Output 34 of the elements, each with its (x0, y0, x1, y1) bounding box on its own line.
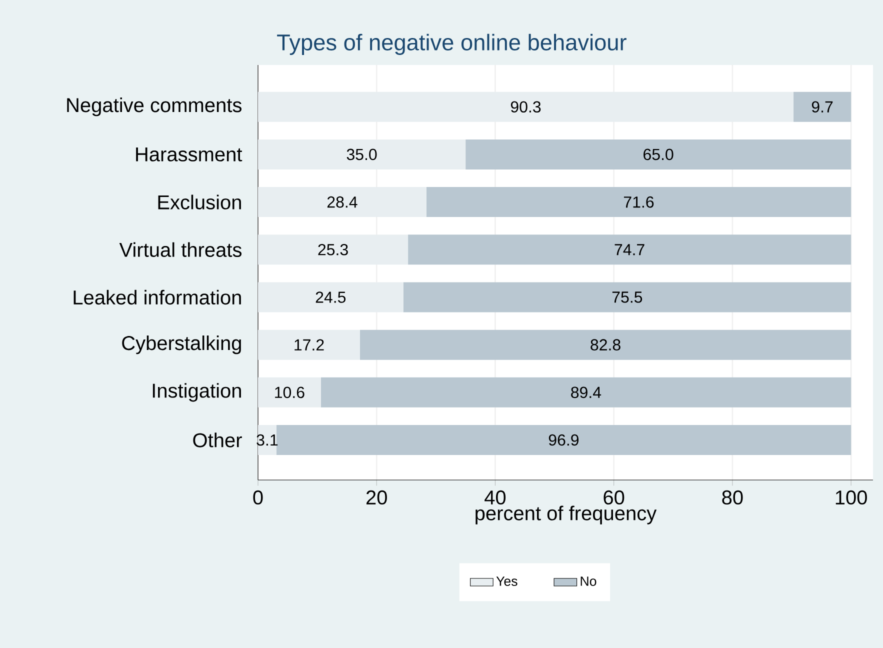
x-axis-title: percent of frequency (476, 506, 657, 524)
data-label: 28.4 (327, 196, 358, 208)
y-tick-label: Virtual threats (119, 242, 242, 257)
y-tick-label: Leaked information (74, 290, 241, 305)
x-tick-label: 80 (722, 490, 743, 505)
x-tick-label: 100 (836, 490, 867, 505)
data-label: 25.3 (318, 244, 348, 256)
data-label: 17.2 (294, 339, 324, 350)
y-tick-label: Harassment (136, 147, 242, 162)
data-label: 90.3 (510, 101, 541, 113)
data-label: 96.9 (548, 434, 579, 446)
data-label: 82.8 (590, 339, 620, 350)
data-label: 35.0 (346, 148, 377, 160)
y-tick-label: Instigation (152, 383, 241, 402)
data-label: 3.1 (256, 434, 278, 446)
y-tick-label: Cyberstalking (122, 336, 241, 354)
data-label: 71.6 (624, 196, 654, 208)
data-label: 9.7 (812, 101, 833, 113)
y-tick-label: Negative comments (67, 98, 242, 116)
x-tick-label: 40 (484, 490, 506, 505)
data-label: 75.5 (612, 292, 642, 303)
x-tick-label: 0 (253, 490, 263, 505)
data-label: 65.0 (644, 148, 674, 160)
y-tick-label: Exclusion (158, 194, 241, 210)
legend-label: Yes (496, 576, 518, 586)
data-label: 24.5 (316, 292, 346, 303)
chart-title: Types of negative online behaviour (277, 34, 626, 55)
y-tick-label: Other (193, 432, 242, 448)
data-label: 74.7 (614, 244, 644, 256)
x-tick-label: 60 (604, 490, 624, 505)
data-label: 10.6 (275, 386, 304, 398)
legend-label: No (580, 576, 596, 586)
data-label: 89.4 (571, 386, 602, 398)
x-tick-label: 20 (366, 490, 387, 505)
